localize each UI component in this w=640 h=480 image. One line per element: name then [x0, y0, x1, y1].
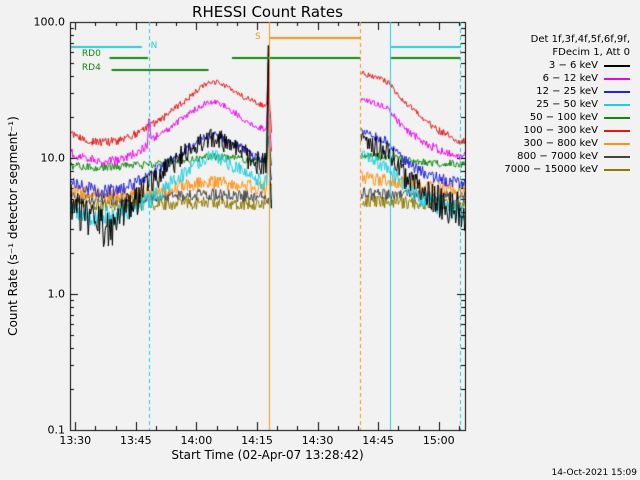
legend-header-detectors: Det 1f,3f,4f,5f,6f,9f,: [530, 34, 630, 45]
legend-entry: 25 − 50 keV: [504, 98, 630, 111]
x-tick-label: 14:15: [241, 434, 273, 447]
legend-entry: 100 − 300 keV: [504, 124, 630, 137]
flag-label-rd4: RD4: [81, 62, 101, 73]
legend-entry-label: 7000 − 15000 keV: [504, 164, 598, 175]
y-tick-label: 10.0: [40, 151, 66, 165]
legend-entry-line: [604, 155, 630, 158]
y-tick-label: 0.1: [47, 423, 66, 437]
legend-entry-line: [604, 142, 630, 145]
legend-entry-line: [604, 64, 630, 67]
legend-entry: 800 − 7000 keV: [504, 150, 630, 163]
legend-entry-label: 50 − 100 keV: [529, 112, 598, 123]
legend-entry-line: [604, 90, 630, 93]
legend-entry: 300 − 800 keV: [504, 137, 630, 150]
flag-label-n: N: [150, 40, 158, 51]
legend-entry-line: [604, 129, 630, 132]
legend-entry-label: 12 − 25 keV: [536, 86, 598, 97]
legend-header-decim: FDecim 1, Att 0: [552, 47, 630, 58]
legend-entry: 12 − 25 keV: [504, 85, 630, 98]
y-tick-label: 1.0: [47, 287, 66, 301]
legend-entry: 3 − 6 keV: [504, 59, 630, 72]
x-tick-label: 14:45: [362, 434, 395, 447]
legend-entry-line: [604, 103, 630, 106]
legend-entry-label: 25 − 50 keV: [536, 99, 598, 110]
legend-entry-label: 300 − 800 keV: [523, 138, 598, 149]
legend-entry: 6 − 12 keV: [504, 72, 630, 85]
legend-entry: 50 − 100 keV: [504, 111, 630, 124]
flag-label-rd0: RD0: [81, 49, 101, 60]
x-tick-label: 14:30: [301, 434, 334, 447]
legend-entries: 3 − 6 keV 6 − 12 keV 12 − 25 keV 25 − 50 ke…: [504, 59, 630, 176]
legend-entry-line: [604, 77, 630, 80]
legend-entry-label: 100 − 300 keV: [523, 125, 598, 136]
x-tick-label: 13:45: [119, 434, 152, 447]
legend-entry: 7000 − 15000 keV: [504, 163, 630, 176]
flag-label-s: S: [254, 31, 261, 42]
legend-entry-label: 6 − 12 keV: [542, 73, 598, 84]
legend: Det 1f,3f,4f,5f,6f,9f, FDecim 1, Att 0 3…: [504, 33, 630, 176]
y-tick-label: 100.0: [33, 15, 66, 29]
legend-entry-label: 800 − 7000 keV: [517, 151, 598, 162]
x-tick-label: 13:30: [59, 434, 92, 447]
legend-entry-label: 3 − 6 keV: [548, 60, 598, 71]
x-tick-label: 14:00: [180, 434, 213, 447]
chart-title: RHESSI Count Rates: [192, 3, 343, 21]
plot-timestamp: 14-Oct-2021 15:09: [551, 468, 637, 478]
x-axis-label: Start Time (02-Apr-07 13:28:42): [171, 448, 364, 462]
legend-entry-line: [604, 116, 630, 119]
legend-entry-line: [604, 168, 630, 171]
y-axis-label: Count Rate (s⁻¹ detector segment⁻¹): [6, 116, 20, 336]
x-tick-label: 15:00: [422, 434, 455, 447]
